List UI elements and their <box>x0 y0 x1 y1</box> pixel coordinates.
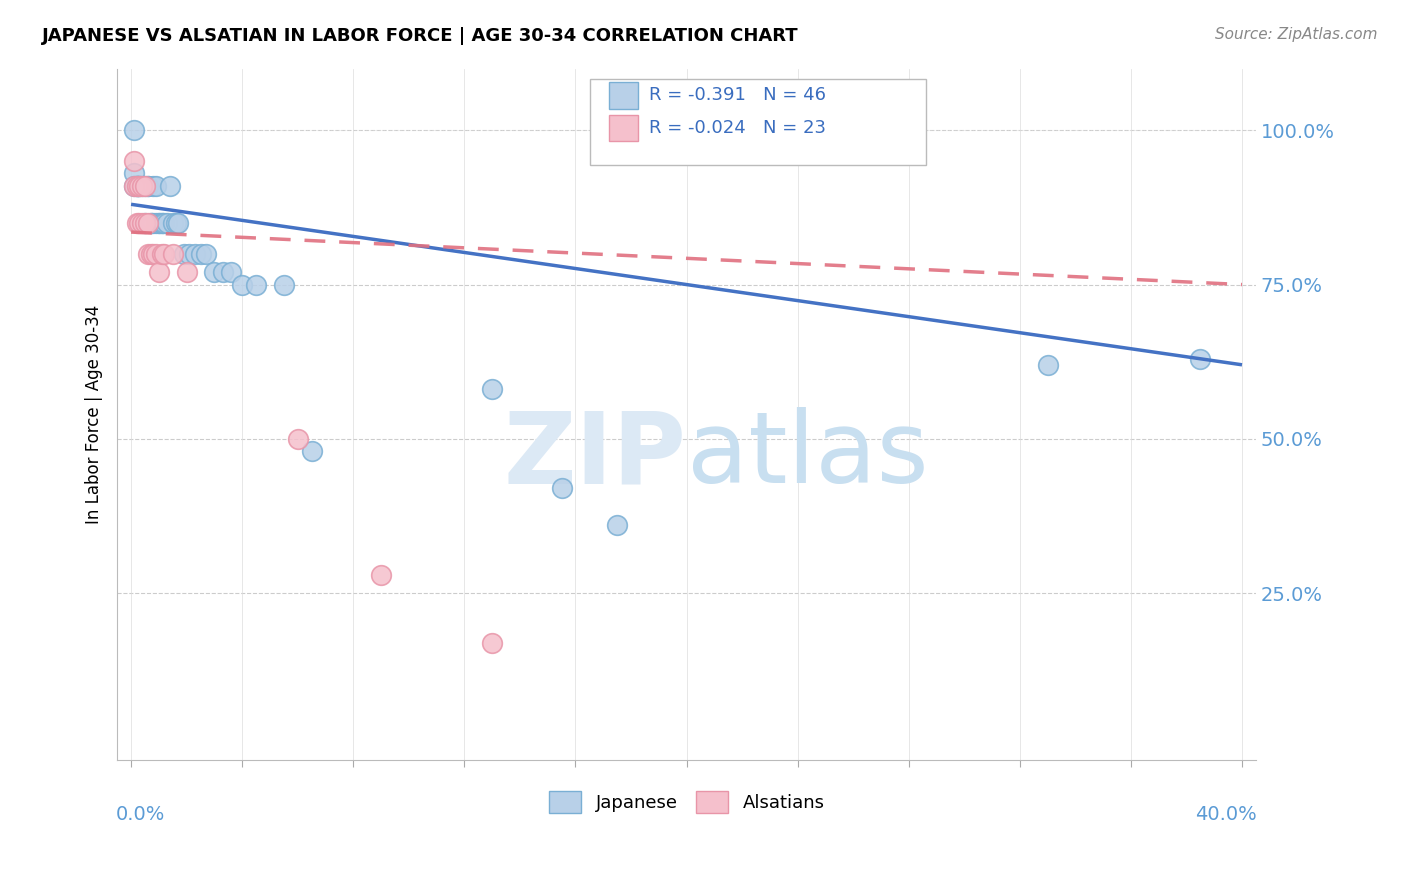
Point <box>125 178 148 193</box>
Point <box>122 178 145 193</box>
Point <box>139 216 162 230</box>
Point <box>202 265 225 279</box>
Text: atlas: atlas <box>686 407 928 504</box>
Point <box>125 178 148 193</box>
Point <box>142 246 165 260</box>
Point <box>136 178 159 193</box>
Text: R = -0.024   N = 23: R = -0.024 N = 23 <box>650 119 825 137</box>
Point <box>287 432 309 446</box>
Point <box>134 216 156 230</box>
Point <box>139 246 162 260</box>
Point <box>128 178 150 193</box>
Text: JAPANESE VS ALSATIAN IN LABOR FORCE | AGE 30-34 CORRELATION CHART: JAPANESE VS ALSATIAN IN LABOR FORCE | AG… <box>42 27 799 45</box>
Point <box>128 178 150 193</box>
Point <box>139 216 162 230</box>
Text: 40.0%: 40.0% <box>1195 805 1257 824</box>
Point <box>125 216 148 230</box>
Point <box>128 216 150 230</box>
Text: 0.0%: 0.0% <box>117 805 166 824</box>
Point <box>162 246 184 260</box>
Point <box>273 277 295 292</box>
Point <box>211 265 233 279</box>
Point <box>125 178 148 193</box>
Point <box>148 216 170 230</box>
Point <box>142 216 165 230</box>
Point <box>301 444 323 458</box>
Point <box>231 277 253 292</box>
Point <box>153 246 176 260</box>
Point <box>606 518 628 533</box>
Point <box>550 481 572 495</box>
Point <box>481 635 503 649</box>
Point <box>165 216 187 230</box>
Point <box>481 383 503 397</box>
Point <box>131 178 153 193</box>
Point <box>128 178 150 193</box>
Point <box>150 216 173 230</box>
Point <box>184 246 207 260</box>
Point <box>136 216 159 230</box>
Point <box>173 246 195 260</box>
Point <box>134 178 156 193</box>
Point <box>167 216 190 230</box>
Point <box>125 178 148 193</box>
Point <box>136 178 159 193</box>
Point <box>134 216 156 230</box>
Y-axis label: In Labor Force | Age 30-34: In Labor Force | Age 30-34 <box>86 304 103 524</box>
Point <box>131 216 153 230</box>
Point <box>142 178 165 193</box>
Point <box>179 246 201 260</box>
Point <box>122 166 145 180</box>
Point <box>145 246 167 260</box>
Point <box>122 154 145 169</box>
Point <box>150 216 173 230</box>
Text: Source: ZipAtlas.com: Source: ZipAtlas.com <box>1215 27 1378 42</box>
Point <box>131 178 153 193</box>
Point <box>122 178 145 193</box>
Point <box>1189 351 1212 366</box>
Point <box>370 567 392 582</box>
Text: R = -0.391   N = 46: R = -0.391 N = 46 <box>650 87 825 104</box>
FancyBboxPatch shape <box>589 78 925 165</box>
Point <box>162 216 184 230</box>
Point <box>219 265 242 279</box>
Point <box>145 216 167 230</box>
Point <box>195 246 218 260</box>
Point <box>145 178 167 193</box>
Legend: Japanese, Alsatians: Japanese, Alsatians <box>541 783 832 820</box>
Point <box>159 178 181 193</box>
Bar <box>609 115 637 141</box>
Point <box>245 277 267 292</box>
Point <box>148 265 170 279</box>
Point <box>122 123 145 137</box>
Point <box>176 265 198 279</box>
Point <box>153 216 176 230</box>
Point <box>148 216 170 230</box>
Point <box>1036 358 1059 372</box>
Point <box>136 246 159 260</box>
Point <box>134 178 156 193</box>
Bar <box>609 82 637 109</box>
Point <box>190 246 212 260</box>
Text: ZIP: ZIP <box>503 407 686 504</box>
Point <box>156 216 179 230</box>
Point <box>150 246 173 260</box>
